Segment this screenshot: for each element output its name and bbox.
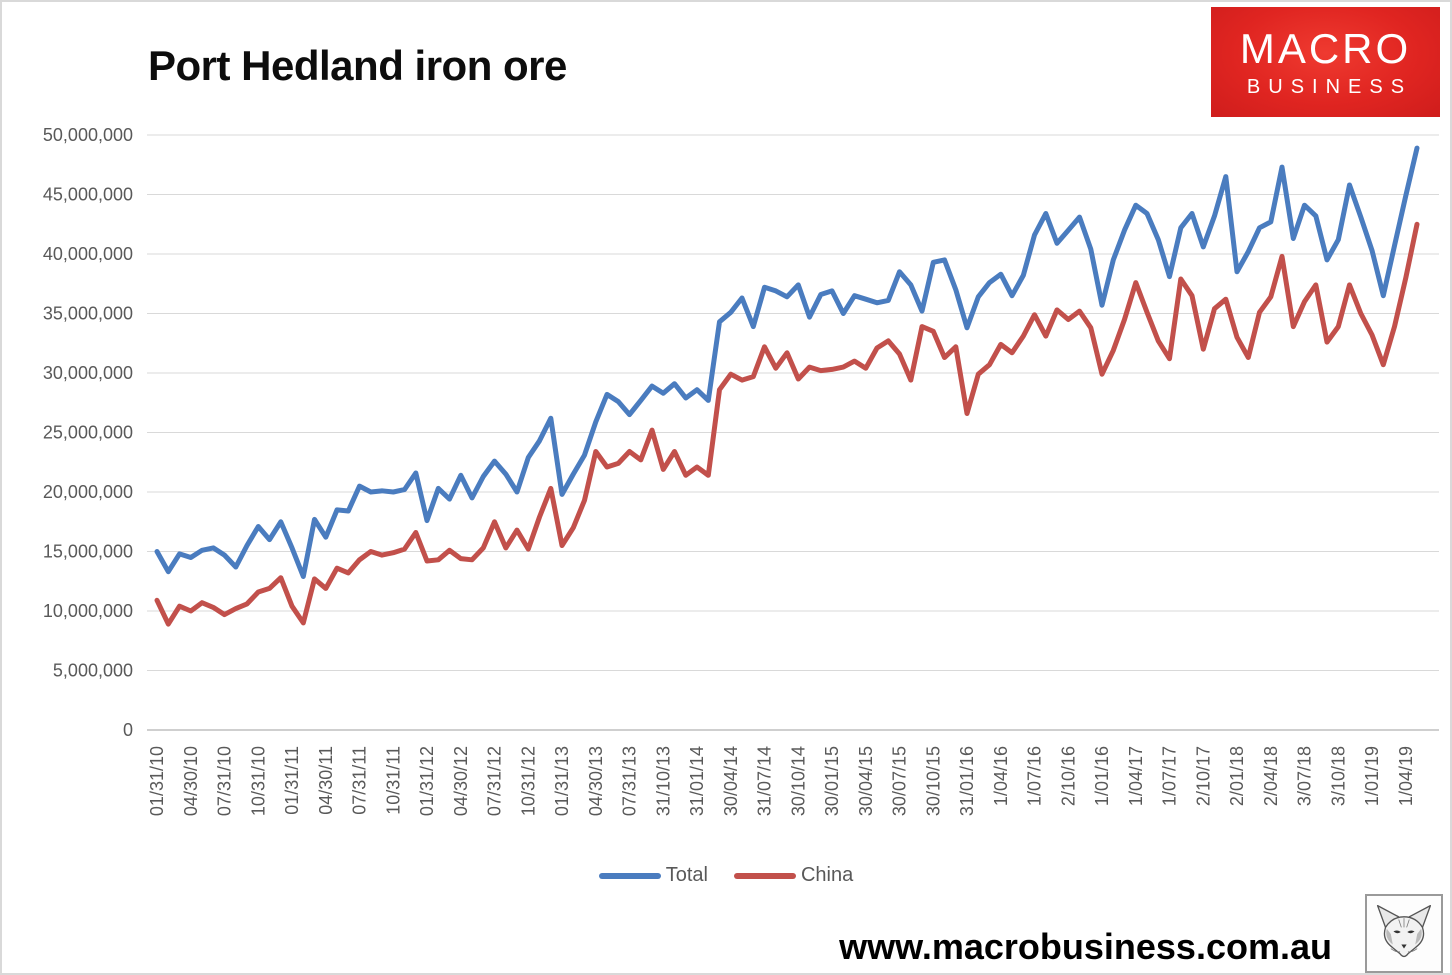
svg-text:40,000,000: 40,000,000 <box>43 244 133 264</box>
svg-text:07/31/12: 07/31/12 <box>485 746 505 816</box>
svg-text:10/31/11: 10/31/11 <box>383 746 403 815</box>
svg-text:50,000,000: 50,000,000 <box>43 125 133 145</box>
macrobusiness-logo: MACRO BUSINESS <box>1211 7 1440 117</box>
svg-text:1/04/19: 1/04/19 <box>1396 746 1416 806</box>
svg-text:1/01/16: 1/01/16 <box>1092 746 1112 806</box>
svg-text:30,000,000: 30,000,000 <box>43 363 133 383</box>
svg-text:31/07/14: 31/07/14 <box>755 746 775 816</box>
svg-text:30/10/14: 30/10/14 <box>788 746 808 816</box>
svg-text:35,000,000: 35,000,000 <box>43 304 133 324</box>
svg-text:1/04/17: 1/04/17 <box>1126 746 1146 806</box>
chart-title: Port Hedland iron ore <box>148 42 567 89</box>
svg-text:25,000,000: 25,000,000 <box>43 423 133 443</box>
svg-text:04/30/10: 04/30/10 <box>181 746 201 816</box>
total-line-swatch-icon <box>598 872 661 879</box>
chart-legend: Total China <box>2 864 1450 887</box>
svg-text:01/31/13: 01/31/13 <box>552 746 572 816</box>
watermark-url: www.macrobusiness.com.au <box>839 926 1332 967</box>
svg-text:0: 0 <box>123 720 133 740</box>
svg-text:30/04/15: 30/04/15 <box>856 746 876 816</box>
svg-text:07/31/10: 07/31/10 <box>215 746 235 816</box>
svg-text:07/31/13: 07/31/13 <box>620 746 640 816</box>
svg-text:01/31/10: 01/31/10 <box>147 746 167 816</box>
logo-line-business: BUSINESS <box>1246 75 1413 98</box>
svg-text:3/07/18: 3/07/18 <box>1295 746 1315 806</box>
svg-text:2/10/17: 2/10/17 <box>1193 746 1213 806</box>
svg-text:5,000,000: 5,000,000 <box>53 661 133 681</box>
svg-text:1/04/16: 1/04/16 <box>991 746 1011 806</box>
svg-text:30/01/15: 30/01/15 <box>822 746 842 816</box>
fox-icon <box>1376 904 1432 957</box>
china-line-swatch-icon <box>733 872 796 879</box>
svg-text:01/31/11: 01/31/11 <box>282 746 302 815</box>
line-chart-plot: 50,000,000 45,000,000 40,000,000 35,000,000… <box>43 125 1439 816</box>
svg-text:04/30/12: 04/30/12 <box>451 746 471 816</box>
svg-text:30/04/14: 30/04/14 <box>721 746 741 816</box>
svg-text:1/07/16: 1/07/16 <box>1025 746 1045 806</box>
svg-text:04/30/13: 04/30/13 <box>586 746 606 816</box>
svg-text:04/30/11: 04/30/11 <box>316 746 336 815</box>
svg-text:31/01/14: 31/01/14 <box>687 746 707 816</box>
svg-text:30/10/15: 30/10/15 <box>923 746 943 816</box>
legend-item-china: China <box>733 864 854 887</box>
svg-text:2/04/18: 2/04/18 <box>1261 746 1281 806</box>
svg-text:2/01/18: 2/01/18 <box>1227 746 1247 806</box>
svg-text:20,000,000: 20,000,000 <box>43 482 133 502</box>
svg-text:10/31/10: 10/31/10 <box>248 746 268 816</box>
legend-label-china: China <box>800 864 854 886</box>
svg-text:31/10/13: 31/10/13 <box>653 746 673 816</box>
svg-text:45,000,000: 45,000,000 <box>43 185 133 205</box>
fox-logo-box <box>1365 894 1443 973</box>
legend-item-total: Total <box>598 864 708 887</box>
svg-text:10,000,000: 10,000,000 <box>43 601 133 621</box>
svg-text:10/31/12: 10/31/12 <box>518 746 538 816</box>
svg-text:30/07/15: 30/07/15 <box>890 746 910 816</box>
svg-text:3/10/18: 3/10/18 <box>1328 746 1348 806</box>
svg-text:1/01/19: 1/01/19 <box>1362 746 1382 806</box>
svg-text:1/07/17: 1/07/17 <box>1160 746 1180 806</box>
legend-label-total: Total <box>665 864 708 886</box>
svg-text:31/01/16: 31/01/16 <box>957 746 977 816</box>
logo-line-macro: MACRO <box>1239 24 1412 72</box>
svg-text:2/10/16: 2/10/16 <box>1058 746 1078 806</box>
svg-text:07/31/11: 07/31/11 <box>350 746 370 815</box>
svg-text:15,000,000: 15,000,000 <box>43 542 133 562</box>
svg-text:01/31/12: 01/31/12 <box>417 746 437 816</box>
